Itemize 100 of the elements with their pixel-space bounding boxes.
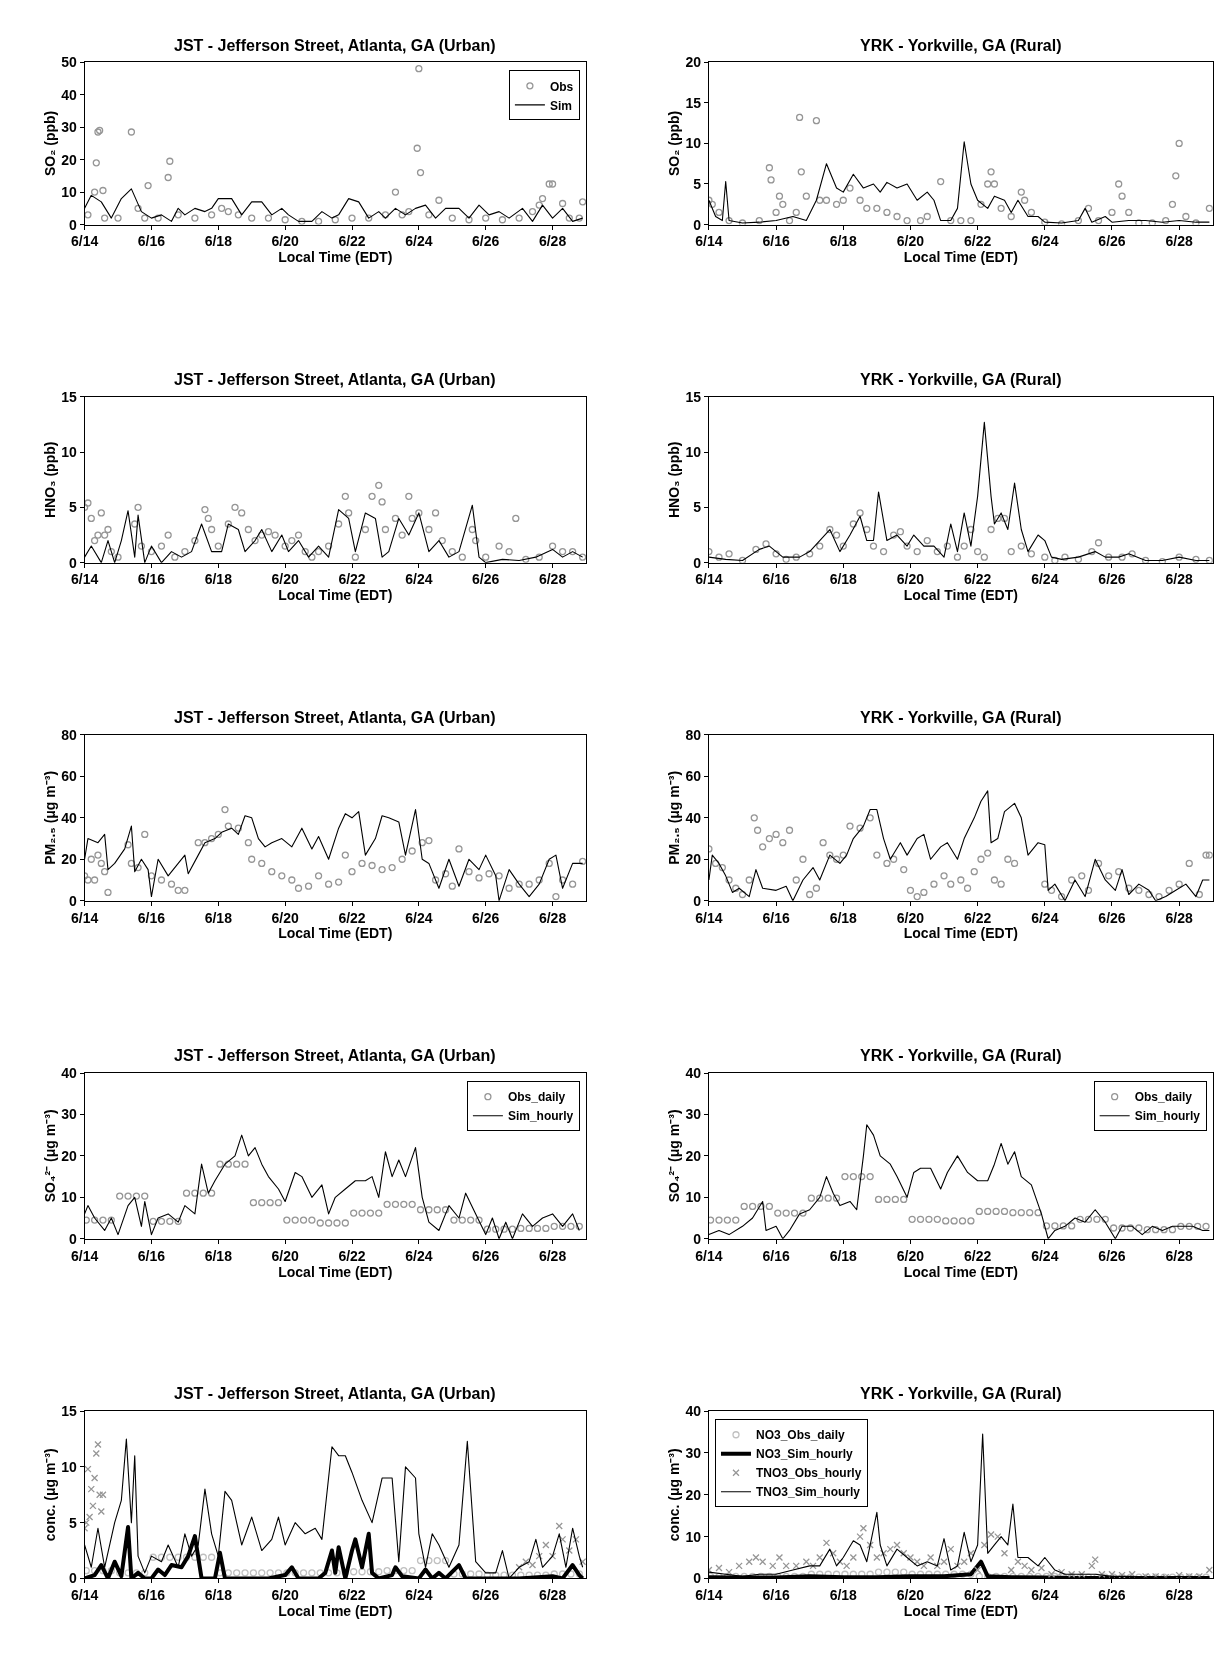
y-axis-title: SO₄²⁻ (μg m⁻³) [41,1109,58,1203]
x-tick-label: 6/20 [271,233,299,250]
x-tick-label: 6/16 [137,909,166,926]
x-tick-label: 6/28 [1165,1247,1193,1264]
x-tick-label: 6/22 [338,1247,366,1264]
x-tick-label: 6/26 [472,909,500,926]
y-tick-label: 30 [685,1106,702,1123]
x-tick-label: 6/14 [70,571,99,588]
y-tick-label: 30 [61,119,77,136]
x-axis-title: Local Time (EDT) [278,249,393,266]
x-tick-label: 6/28 [538,233,567,250]
x-axis-title: Local Time (EDT) [903,1263,1018,1280]
y-tick-label: 0 [693,216,702,233]
chart-title: YRK - Yorkville, GA (Rural) [860,37,1062,54]
y-tick-label: 30 [685,1444,702,1461]
x-tick-label: 6/26 [1098,571,1126,588]
x-axis-title: Local Time (EDT) [903,587,1018,604]
y-tick-label: 80 [61,726,77,743]
y-tick-label: 5 [693,175,702,192]
y-tick-label: 15 [685,388,702,405]
y-tick-label: 10 [685,1528,702,1545]
y-axis-title: SO₄²⁻ (μg m⁻³) [666,1109,683,1203]
y-tick-label: 0 [68,216,77,233]
x-tick-label: 6/28 [1165,1587,1193,1604]
x-tick-label: 6/24 [405,233,433,250]
y-tick-label: 5 [68,499,77,516]
x-tick-label: 6/16 [137,233,166,250]
x-tick-label: 6/22 [963,1587,992,1604]
y-axis-title: SO₂ (ppb) [41,110,58,177]
x-tick-label: 6/24 [1031,1587,1059,1604]
x-tick-label: 6/16 [137,571,166,588]
x-tick-label: 6/14 [70,1587,99,1604]
x-tick-label: 6/28 [538,1247,567,1264]
y-tick-label: 0 [693,554,702,571]
x-tick-label: 6/20 [896,1587,925,1604]
y-axis-title: PM₂.₅ (μg m⁻³) [41,770,58,865]
x-tick-label: 6/22 [338,571,366,588]
x-tick-label: 6/26 [1098,909,1126,926]
x-tick-label: 6/18 [204,571,233,588]
legend-label: Obs [549,79,574,94]
x-tick-label: 6/18 [204,1247,233,1264]
y-tick-label: 80 [685,726,702,743]
y-tick-label: 30 [61,1106,77,1123]
y-tick-label: 0 [693,892,702,909]
x-tick-label: 6/22 [963,1247,992,1264]
y-tick-label: 0 [68,1570,77,1587]
x-axis-title: Local Time (EDT) [278,925,393,942]
x-axis-title: Local Time (EDT) [903,1603,1018,1620]
y-tick-label: 10 [61,1189,77,1206]
chart-title: YRK - Yorkville, GA (Rural) [860,371,1062,388]
y-axis-title: HNO₃ (ppb) [41,441,58,519]
x-tick-label: 6/24 [1031,909,1059,926]
x-tick-label: 6/28 [1165,909,1193,926]
x-tick-label: 6/18 [829,1587,858,1604]
chart-title: YRK - Yorkville, GA (Rural) [860,709,1062,726]
y-tick-label: 10 [61,184,77,201]
y-tick-label: 0 [693,1570,702,1587]
x-tick-label: 6/22 [963,233,992,250]
chart-title: JST - Jefferson Street, Atlanta, GA (Urban) [174,1385,496,1402]
x-tick-label: 6/20 [271,1587,299,1604]
y-tick-label: 20 [685,1486,702,1503]
x-tick-label: 6/20 [271,1247,299,1264]
x-tick-label: 6/22 [963,909,992,926]
x-tick-label: 6/14 [695,909,723,926]
x-axis-title: Local Time (EDT) [278,1263,393,1280]
y-tick-label: 20 [685,54,702,71]
x-tick-label: 6/16 [762,1587,790,1604]
x-tick-label: 6/28 [538,571,567,588]
y-tick-label: 0 [68,892,77,909]
legend-label: Sim [549,98,572,113]
x-tick-label: 6/24 [1031,1247,1059,1264]
x-tick-label: 6/14 [695,1247,723,1264]
y-tick-label: 5 [68,1514,77,1531]
x-tick-label: 6/26 [1098,1247,1126,1264]
x-tick-label: 6/22 [963,571,992,588]
x-tick-label: 6/16 [762,233,790,250]
y-tick-label: 20 [685,851,702,868]
y-tick-label: 40 [61,809,77,826]
x-tick-label: 6/28 [1165,233,1193,250]
x-tick-label: 6/22 [338,1587,366,1604]
x-tick-label: 6/26 [472,571,500,588]
chart-title: YRK - Yorkville, GA (Rural) [860,1047,1062,1064]
y-tick-label: 40 [685,809,702,826]
x-tick-label: 6/16 [762,571,790,588]
x-tick-label: 6/14 [695,571,723,588]
x-tick-label: 6/26 [1098,1587,1126,1604]
x-tick-label: 6/16 [762,1247,790,1264]
x-tick-label: 6/16 [762,909,790,926]
x-tick-label: 6/26 [1098,233,1126,250]
x-tick-label: 6/14 [70,233,99,250]
legend-label: Obs_daily [1134,1090,1193,1105]
y-tick-label: 10 [61,444,77,461]
y-tick-label: 40 [61,86,77,103]
y-axis-title: SO₂ (ppb) [666,110,683,177]
legend-label: TNO3_Obs_hourly [755,1466,862,1481]
y-tick-label: 50 [61,54,77,71]
y-tick-label: 10 [685,135,702,152]
x-tick-label: 6/24 [1031,571,1059,588]
x-tick-label: 6/28 [538,909,567,926]
x-tick-label: 6/24 [405,909,433,926]
